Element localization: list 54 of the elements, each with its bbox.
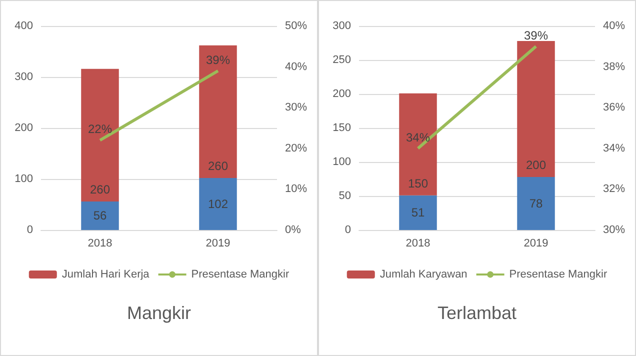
data-label: 56 bbox=[93, 208, 107, 223]
y2-tick-label: 36% bbox=[603, 102, 626, 114]
y-tick-label: 50 bbox=[338, 190, 351, 202]
legend-label: Jumlah Hari Kerja bbox=[62, 268, 150, 280]
legend-label: Presentase Mangkir bbox=[191, 268, 290, 280]
legend-label: Jumlah Karyawan bbox=[380, 268, 468, 280]
data-label: 260 bbox=[90, 182, 110, 196]
x-tick-label: 2019 bbox=[206, 238, 230, 250]
bar bbox=[199, 178, 237, 230]
y2-tick-label: 32% bbox=[603, 183, 626, 196]
bar bbox=[517, 40, 555, 177]
y-tick-label: 0 bbox=[26, 224, 33, 236]
x-tick-label: 2018 bbox=[88, 238, 112, 250]
y-tick-label: 0 bbox=[344, 224, 351, 236]
bar bbox=[81, 68, 119, 202]
data-label: 260 bbox=[208, 158, 228, 173]
data-label: 39% bbox=[206, 52, 230, 67]
y-tick-label: 400 bbox=[14, 20, 33, 32]
text: Terlambat bbox=[437, 303, 517, 323]
data-label: 51 bbox=[411, 206, 425, 220]
y-tick-label: 300 bbox=[332, 20, 351, 32]
data-label: 150 bbox=[408, 176, 428, 190]
data-label: 39% bbox=[524, 28, 548, 42]
y-tick-label: 200 bbox=[332, 88, 351, 100]
legend-label: Presentase Mangkir bbox=[509, 268, 608, 280]
data-label: 102 bbox=[208, 196, 228, 211]
y2-tick-label: 38% bbox=[603, 60, 626, 73]
bar bbox=[399, 195, 437, 230]
y2-tick-label: 10% bbox=[285, 183, 308, 196]
y2-tick-label: 40% bbox=[285, 60, 308, 73]
y2-tick-label: 50% bbox=[285, 20, 308, 32]
y-tick-label: 250 bbox=[332, 54, 351, 66]
bar bbox=[517, 176, 555, 230]
y-tick-label: 150 bbox=[332, 122, 351, 134]
y-tick-label: 300 bbox=[14, 71, 33, 83]
y2-tick-label: 30% bbox=[285, 102, 308, 114]
y-tick-label: 100 bbox=[332, 156, 351, 168]
y-tick-label: 200 bbox=[14, 122, 33, 134]
y2-tick-label: 0% bbox=[285, 224, 302, 236]
y2-tick-label: 34% bbox=[603, 142, 626, 154]
y-tick-label: 100 bbox=[14, 173, 33, 185]
bar bbox=[81, 201, 119, 230]
data-label: 78 bbox=[529, 196, 543, 210]
data-label: 200 bbox=[526, 158, 546, 172]
x-tick-label: 2018 bbox=[406, 238, 430, 250]
x-tick-label: 2019 bbox=[524, 238, 548, 250]
y2-tick-label: 40% bbox=[603, 20, 626, 32]
data-label: 22% bbox=[88, 122, 112, 136]
bar bbox=[199, 45, 237, 178]
y2-tick-label: 30% bbox=[603, 224, 626, 236]
y2-tick-label: 20% bbox=[285, 142, 308, 154]
data-label: 34% bbox=[406, 130, 430, 144]
bar bbox=[399, 93, 437, 196]
text: Mangkir bbox=[126, 303, 192, 323]
